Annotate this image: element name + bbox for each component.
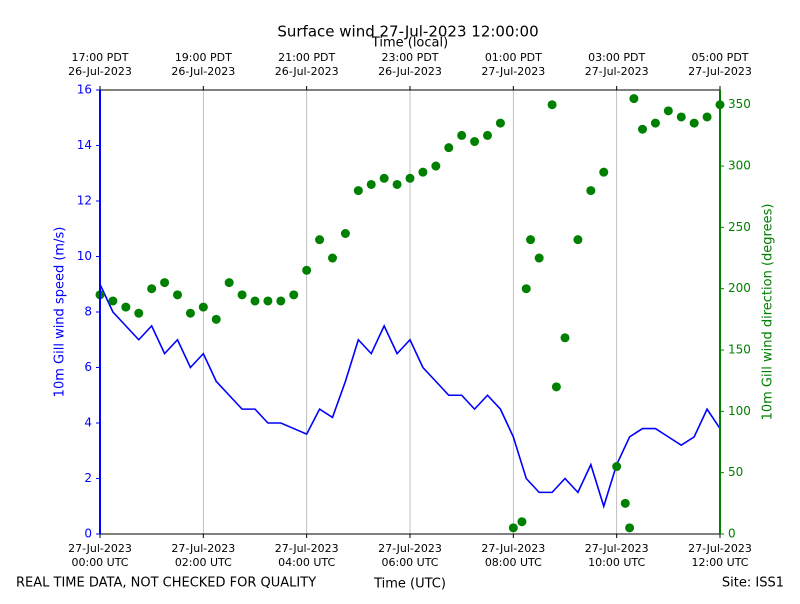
y-axis-label: 10m Gill wind speed (m/s) [53, 227, 68, 398]
direction-point [431, 161, 441, 171]
direction-point [650, 118, 660, 128]
direction-point [689, 118, 699, 128]
direction-point [392, 179, 402, 189]
direction-point [625, 523, 635, 533]
direction-point [250, 296, 260, 306]
y-tick-label: 12 [77, 194, 92, 208]
x-tick-label: 27-Jul-2023 06:00 UTC [378, 542, 442, 569]
direction-point [198, 302, 208, 312]
top-x-tick-label: 21:00 PDT 26-Jul-2023 [275, 51, 339, 78]
top-x-tick-label: 05:00 PDT 27-Jul-2023 [688, 51, 752, 78]
chart-title: Surface wind 27-Jul-2023 12:00:00 [277, 23, 538, 41]
y-tick-label: 0 [84, 527, 92, 541]
direction-point [586, 186, 596, 196]
direction-point [676, 112, 686, 122]
direction-point [237, 290, 247, 300]
x-tick-label: 27-Jul-2023 02:00 UTC [171, 542, 235, 569]
x-tick-label: 27-Jul-2023 10:00 UTC [585, 542, 649, 569]
top-axis-label: Time (local) [371, 36, 448, 51]
y2-tick-label: 350 [728, 97, 751, 111]
direction-point [405, 173, 415, 183]
direction-point [418, 167, 428, 177]
footnote: Site: ISS1 [722, 576, 784, 591]
top-x-tick-label: 17:00 PDT 26-Jul-2023 [68, 51, 132, 78]
direction-point [444, 143, 454, 153]
direction-point [560, 333, 570, 343]
direction-point [612, 462, 622, 472]
direction-point [147, 284, 157, 294]
direction-point [224, 278, 234, 288]
y2-tick-label: 100 [728, 404, 751, 418]
footnote: REAL TIME DATA, NOT CHECKED FOR QUALITY [16, 576, 316, 591]
y-tick-label: 8 [84, 305, 92, 319]
top-x-tick-label: 03:00 PDT 27-Jul-2023 [585, 51, 649, 78]
y2-tick-label: 300 [728, 159, 751, 173]
direction-point [638, 124, 647, 134]
direction-point [160, 278, 170, 288]
direction-point [353, 186, 363, 196]
direction-point [108, 296, 118, 306]
top-x-tick-label: 19:00 PDT 26-Jul-2023 [171, 51, 235, 78]
direction-point [508, 523, 518, 533]
direction-point [121, 302, 131, 312]
y-tick-label: 14 [77, 138, 92, 152]
direction-point [263, 296, 273, 306]
direction-point [379, 173, 389, 183]
y2-tick-label: 200 [728, 281, 751, 295]
direction-point [663, 106, 673, 116]
y-tick-label: 10 [77, 249, 92, 263]
direction-point [573, 235, 583, 245]
direction-point [599, 167, 609, 177]
direction-point [551, 382, 561, 392]
x-tick-label: 27-Jul-2023 04:00 UTC [275, 542, 339, 569]
y2-tick-label: 250 [728, 220, 751, 234]
direction-point [629, 94, 639, 104]
y-tick-label: 16 [77, 83, 92, 97]
direction-point [483, 130, 492, 140]
direction-point [526, 235, 536, 245]
direction-point [315, 235, 325, 245]
direction-point [470, 137, 480, 147]
direction-point [547, 100, 557, 110]
direction-point [211, 314, 221, 324]
y2-tick-label: 50 [728, 465, 743, 479]
x-tick-label: 27-Jul-2023 00:00 UTC [68, 542, 132, 569]
direction-point [620, 498, 630, 508]
direction-point [134, 308, 144, 318]
direction-point [366, 179, 376, 189]
x-tick-label: 27-Jul-2023 12:00 UTC [688, 542, 752, 569]
y-tick-label: 2 [84, 471, 92, 485]
y-tick-label: 6 [84, 360, 92, 374]
x-tick-label: 27-Jul-2023 08:00 UTC [481, 542, 545, 569]
direction-point [328, 253, 337, 263]
direction-point [517, 517, 527, 527]
y2-tick-label: 0 [728, 527, 736, 541]
direction-point [521, 284, 531, 294]
direction-point [495, 118, 505, 128]
y-tick-label: 4 [84, 416, 92, 430]
y2-tick-label: 150 [728, 343, 751, 357]
x-axis-label: Time (UTC) [373, 577, 446, 592]
direction-point [289, 290, 299, 300]
direction-point [457, 130, 467, 140]
direction-point [534, 253, 544, 263]
direction-point [276, 296, 286, 306]
y2-axis-label: 10m Gill wind direction (degrees) [761, 204, 776, 421]
direction-point [702, 112, 712, 122]
top-x-tick-label: 23:00 PDT 26-Jul-2023 [378, 51, 442, 78]
direction-point [173, 290, 182, 300]
direction-point [185, 308, 195, 318]
top-x-tick-label: 01:00 PDT 27-Jul-2023 [481, 51, 545, 78]
direction-point [302, 265, 312, 275]
direction-point [340, 229, 350, 239]
